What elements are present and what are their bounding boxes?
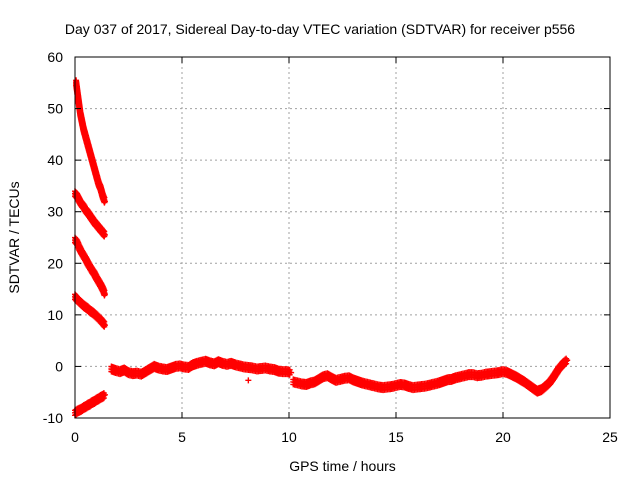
series-track-4 (72, 291, 108, 330)
series-track-7 (290, 355, 571, 397)
y-tick-label: 0 (55, 358, 63, 374)
y-tick-label: 30 (47, 204, 63, 220)
data-point (100, 395, 107, 402)
data-point (101, 291, 108, 298)
y-tick-label: 40 (47, 152, 63, 168)
x-tick-label: 25 (602, 429, 618, 445)
series-track-6 (108, 355, 295, 380)
y-tick-label: -10 (43, 410, 63, 426)
x-tick-label: 5 (178, 429, 186, 445)
plot-frame (74, 56, 611, 419)
x-tick-label: 10 (281, 429, 297, 445)
data-point (101, 391, 108, 398)
series-track-1 (73, 77, 108, 206)
data-point (288, 369, 295, 376)
y-tick-label: 50 (47, 101, 63, 117)
data-point (100, 317, 107, 324)
x-axis-label: GPS time / hours (289, 458, 396, 474)
data-point (562, 361, 569, 368)
data-point (99, 395, 106, 402)
series-track-2 (72, 188, 108, 240)
series-track-5 (72, 390, 108, 419)
y-tick-label: 60 (47, 49, 63, 65)
data-point (101, 198, 108, 205)
x-tick-label: 20 (495, 429, 511, 445)
grid-lines (75, 57, 610, 418)
series-track-3 (72, 234, 108, 299)
chart-title: Day 037 of 2017, Sidereal Day-to-day VTE… (65, 21, 575, 37)
data-point (100, 227, 107, 234)
tick-labels: 0 5 10 15 20 25 -10 0 10 20 30 40 50 60 (43, 49, 618, 445)
data-point (101, 322, 108, 329)
y-axis-label: SDTVAR / TECUs (6, 181, 22, 293)
y-tick-label: 20 (47, 255, 63, 271)
data-point (564, 357, 571, 364)
x-tick-label: 0 (71, 429, 79, 445)
data-point (101, 231, 108, 238)
data-point (245, 377, 252, 384)
y-tick-label: 10 (47, 307, 63, 323)
data-series (72, 77, 571, 419)
data-point (563, 360, 570, 367)
axes (74, 56, 611, 419)
series-outliers (245, 377, 252, 384)
x-tick-label: 15 (388, 429, 404, 445)
